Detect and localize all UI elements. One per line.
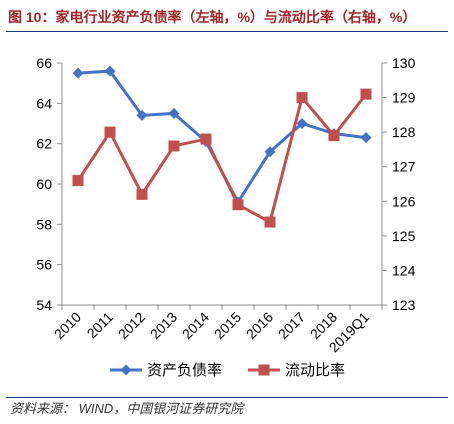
legend-marker-2 bbox=[258, 364, 270, 376]
series-1-point-2017 bbox=[296, 118, 308, 129]
right-y-tick-label: 129 bbox=[392, 90, 416, 106]
legend-label-2: 流动比率 bbox=[285, 362, 345, 379]
series-1 bbox=[72, 65, 372, 208]
series-2-point-2019q1 bbox=[360, 88, 372, 100]
series-2-point-2017 bbox=[296, 92, 308, 104]
x-tick-label-2017: 2017 bbox=[275, 309, 308, 342]
series-1-point-2011 bbox=[104, 65, 116, 77]
left-y-tick-label: 58 bbox=[36, 216, 52, 232]
x-tick-label-2014: 2014 bbox=[179, 309, 212, 342]
x-tick-label-2016: 2016 bbox=[243, 309, 276, 342]
figure-title: 图 10：家电行业资产负债率（左轴，%）与流动比率（右轴，%） bbox=[8, 9, 417, 25]
x-tick-label-2012: 2012 bbox=[115, 309, 148, 342]
axes: 54 56 58 60 62 64 66 123 124 125 126 127 128 129 130 20… bbox=[36, 55, 415, 355]
left-y-tick-label: 54 bbox=[36, 297, 52, 313]
source-divider bbox=[6, 397, 448, 398]
left-y-tick-label: 64 bbox=[36, 95, 52, 111]
legend-item-2: 流动比率 bbox=[248, 362, 345, 379]
series-2-point-2011 bbox=[104, 126, 116, 138]
series-2 bbox=[72, 88, 372, 228]
title-divider bbox=[6, 31, 448, 32]
x-tick-label-2011: 2011 bbox=[84, 309, 117, 342]
x-tick-label-2013: 2013 bbox=[147, 309, 180, 342]
legend-marker-1 bbox=[120, 364, 132, 376]
legend: 资产负债率 流动比率 bbox=[110, 362, 345, 379]
left-y-tick-label: 66 bbox=[36, 55, 52, 71]
left-y-tick-label: 62 bbox=[36, 136, 52, 152]
left-y-tick-label: 56 bbox=[36, 257, 52, 273]
series-2-point-2013 bbox=[168, 140, 180, 152]
right-y-tick-label: 128 bbox=[392, 124, 416, 140]
right-y-tick-label: 124 bbox=[392, 262, 416, 278]
series-2-point-2018 bbox=[328, 130, 340, 142]
series-1-point-2010 bbox=[72, 67, 84, 79]
series-1-point-2013 bbox=[168, 107, 180, 119]
right-y-tick-label: 126 bbox=[392, 193, 416, 209]
legend-item-1: 资产负债率 bbox=[110, 362, 222, 379]
series-2-point-2012 bbox=[136, 188, 148, 200]
series-2-point-2015 bbox=[232, 199, 244, 211]
series-1-point-2012 bbox=[136, 109, 148, 121]
series-2-point-2010 bbox=[72, 175, 84, 187]
series-1-line bbox=[76, 69, 368, 204]
left-y-tick-label: 60 bbox=[36, 176, 52, 192]
x-tick-label-2015: 2015 bbox=[211, 309, 244, 342]
source-note: 资料来源： WIND，中国银河证券研究院 bbox=[10, 401, 244, 416]
right-y-tick-label: 130 bbox=[392, 55, 416, 71]
right-y-tick-label: 127 bbox=[392, 159, 416, 175]
series-1-point-2016 bbox=[264, 146, 276, 158]
series-2-point-2014 bbox=[200, 133, 212, 145]
x-tick-label-2010: 2010 bbox=[51, 309, 84, 342]
series-2-line bbox=[76, 92, 368, 224]
series-2-point-2016 bbox=[264, 216, 276, 228]
right-y-tick-label: 125 bbox=[392, 228, 416, 244]
right-y-tick-label: 123 bbox=[392, 297, 416, 313]
legend-label-1: 资产负债率 bbox=[147, 362, 222, 379]
series-1-point-2019q1 bbox=[360, 132, 372, 144]
